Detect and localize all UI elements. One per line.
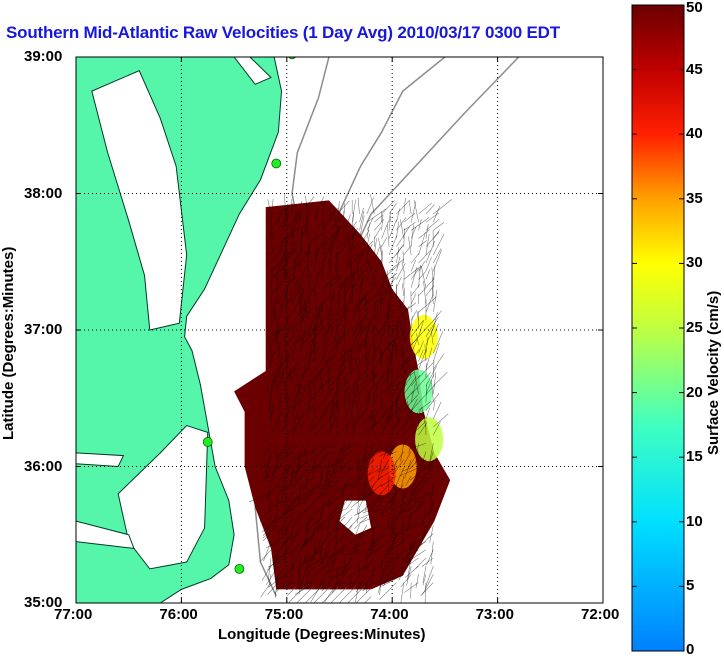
hf-radar-station-2 <box>202 437 213 447</box>
chart-title: Southern Mid-Atlantic Raw Velocities (1 … <box>6 23 560 42</box>
colorbar-tick-label: 45 <box>686 60 703 78</box>
colorbar-tick-label: 40 <box>686 125 703 143</box>
y-tick-label: 36:00 <box>24 457 63 475</box>
x-tick-label: 76:00 <box>159 606 198 623</box>
low-speed-patch-2 <box>415 417 444 462</box>
no-data-area <box>339 500 372 535</box>
colorbar-tick-label: 15 <box>686 448 703 466</box>
inland-water-0 <box>91 69 188 331</box>
inland-water-2 <box>76 452 125 468</box>
hatched-area <box>286 586 372 603</box>
x-axis-label: Longitude (Degrees:Minutes) <box>218 626 426 643</box>
y-axis-label: Latitude (Degrees:Minutes) <box>0 246 17 440</box>
colorbar-tick-label: 25 <box>686 319 703 336</box>
x-tick-label: 77:00 <box>54 606 93 623</box>
colorbar-tick-label: 10 <box>686 512 703 530</box>
x-tick-label: 73:00 <box>475 606 514 623</box>
colorbar-scale <box>631 4 685 652</box>
grid-lines <box>76 57 603 603</box>
colorbar-tick-label: 0 <box>686 641 695 658</box>
hf-radar-station-1 <box>271 158 282 169</box>
x-tick-label: 72:00 <box>581 606 620 623</box>
low-speed-patch-1 <box>404 369 433 414</box>
colorbar-tick-label: 35 <box>686 189 703 207</box>
bathymetry-contour-2 <box>354 57 520 249</box>
colorbar-tick-label: 30 <box>686 254 703 272</box>
hf-radar-station-3 <box>234 563 245 574</box>
velocity-vectors <box>249 194 453 603</box>
colorbar-tick-label: 50 <box>686 0 703 16</box>
y-tick-label: 38:00 <box>24 184 63 202</box>
inland-water-1 <box>117 424 209 570</box>
velocity-field <box>234 200 451 590</box>
inland-water-4 <box>233 57 272 85</box>
inland-water-3 <box>76 520 135 549</box>
x-tick-label: 75:00 <box>264 606 304 623</box>
x-tick-label: 74:00 <box>370 606 409 623</box>
colorbar-tick-label: 5 <box>686 577 695 595</box>
y-tick-label: 39:00 <box>24 48 63 65</box>
low-speed-patch-0 <box>409 314 438 359</box>
colorbar-label: Surface Velocity (cm/s) <box>705 290 722 455</box>
y-tick-label: 37:00 <box>24 321 63 338</box>
y-tick-label: 35:00 <box>24 594 63 611</box>
colorbar-tick-label: 20 <box>686 383 703 401</box>
low-speed-patch-3 <box>388 444 417 489</box>
